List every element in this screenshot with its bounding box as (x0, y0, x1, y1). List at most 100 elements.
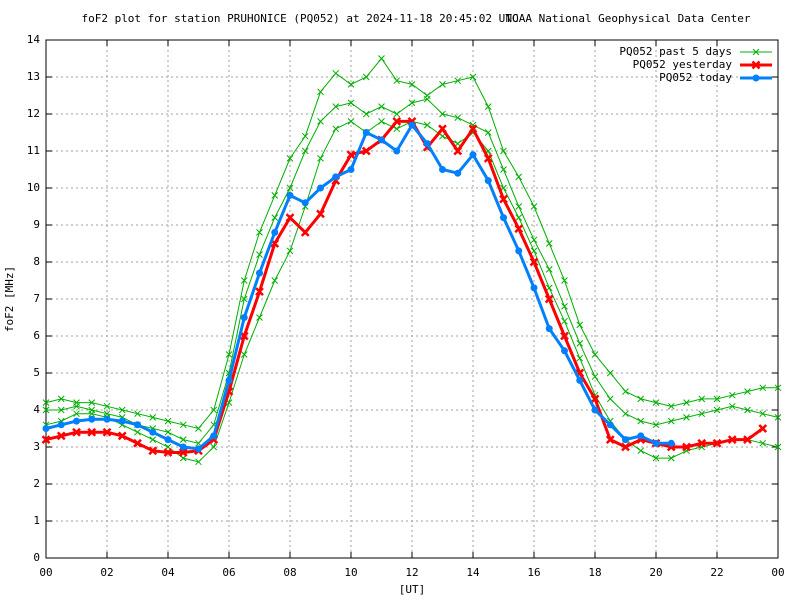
point (698, 395, 706, 403)
point (347, 166, 355, 173)
point (256, 314, 263, 321)
x-tick-label: 02 (100, 566, 113, 579)
point (560, 331, 569, 341)
point (134, 428, 141, 436)
point (545, 240, 553, 247)
point (393, 125, 401, 133)
point (453, 146, 463, 156)
point (774, 384, 782, 392)
point (576, 376, 584, 384)
y-tick-label: 0 (33, 551, 40, 564)
point (149, 414, 157, 421)
point (667, 402, 675, 410)
y-tick-label: 6 (33, 329, 40, 342)
point (682, 442, 691, 452)
point (605, 435, 615, 444)
point (408, 121, 416, 129)
point (134, 410, 141, 418)
point (195, 458, 202, 466)
legend-entry: PQ052 past 5 days (619, 45, 772, 58)
legend-label: PQ052 yesterday (633, 58, 733, 71)
legend-entry: PQ052 yesterday (633, 58, 772, 71)
point (255, 287, 264, 296)
point (362, 73, 370, 81)
point (361, 146, 371, 156)
point (439, 166, 446, 173)
point (134, 421, 141, 429)
point (698, 410, 706, 418)
point (591, 373, 599, 381)
point (591, 351, 599, 358)
point (637, 432, 645, 440)
point (484, 129, 492, 136)
point (408, 81, 416, 88)
point (271, 277, 279, 284)
point (469, 73, 477, 81)
point (744, 388, 751, 395)
point (652, 399, 660, 406)
point (439, 81, 446, 88)
point (362, 110, 370, 118)
x-tick-label: 06 (222, 566, 235, 579)
point (683, 414, 690, 421)
point (590, 394, 600, 404)
point (210, 443, 218, 451)
point (88, 415, 96, 423)
point (576, 340, 584, 347)
legend-label: PQ052 past 5 days (619, 45, 732, 58)
point (179, 421, 187, 429)
point (332, 173, 340, 181)
point (500, 214, 507, 222)
point (454, 77, 462, 85)
point (576, 321, 584, 329)
point (317, 184, 324, 192)
point (393, 147, 401, 155)
point (240, 351, 248, 358)
x-tick-label: 10 (344, 566, 357, 579)
series-line (45, 119, 764, 455)
x-tick-label: 00 (39, 566, 52, 579)
point (637, 395, 645, 403)
point (163, 448, 173, 457)
point (515, 214, 523, 221)
point (561, 347, 568, 355)
point (57, 406, 65, 414)
point (514, 224, 524, 234)
y-tick-label: 1 (33, 514, 40, 527)
y-tick-label: 7 (33, 292, 40, 305)
point (774, 443, 782, 451)
point (423, 121, 431, 129)
point (751, 60, 761, 70)
point (72, 427, 81, 437)
point (164, 428, 172, 436)
point (454, 169, 462, 177)
point (332, 69, 340, 77)
x-tick-label: 14 (466, 566, 480, 579)
point (545, 284, 553, 292)
point (57, 395, 65, 403)
point (148, 446, 158, 456)
point (225, 351, 233, 358)
point (759, 439, 767, 447)
point (378, 118, 385, 125)
point (41, 435, 51, 444)
point (56, 431, 66, 441)
point (117, 431, 127, 441)
y-tick-label: 10 (27, 181, 40, 194)
y-tick-label: 2 (33, 477, 40, 490)
point (178, 448, 188, 457)
point (286, 155, 294, 162)
point (606, 395, 614, 403)
series-line (45, 122, 672, 451)
point (637, 447, 645, 455)
point (179, 436, 187, 443)
y-tick-label: 8 (33, 255, 40, 268)
point (286, 247, 294, 255)
point (759, 384, 767, 392)
point (561, 303, 568, 310)
point (500, 147, 507, 155)
point (179, 443, 187, 451)
point (240, 314, 248, 321)
x-tick-label: 22 (710, 566, 723, 579)
point (301, 147, 309, 155)
